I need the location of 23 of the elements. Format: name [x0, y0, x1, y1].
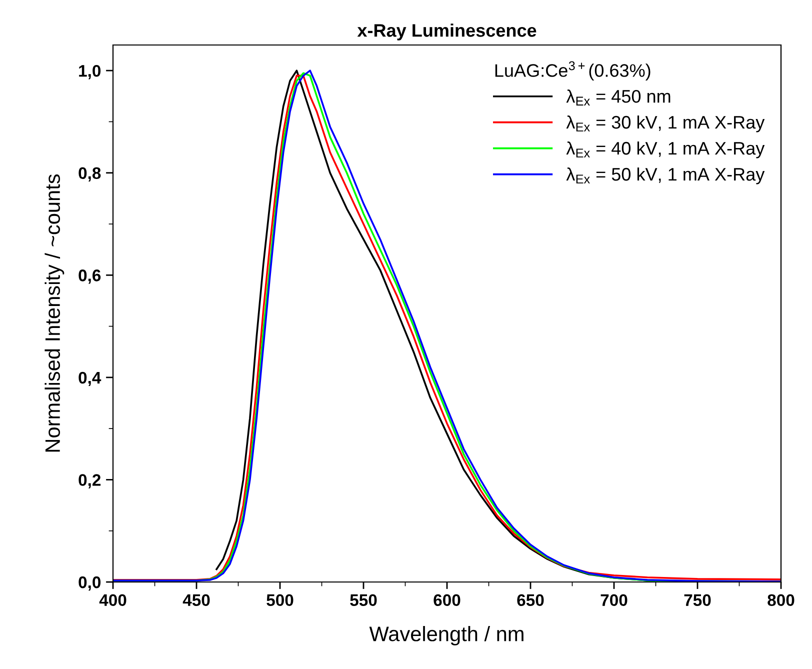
- x-tick-label: 500: [266, 594, 294, 606]
- x-axis-title: Wavelength / nm: [369, 626, 524, 646]
- y-tick-label: 0,0: [78, 576, 101, 591]
- legend-label: λ$_{Ex}$ = 40 kV, 1 mA X-Ray: [566, 141, 765, 158]
- y-tick-label: 0,4: [78, 372, 102, 386]
- x-tick-label: 400: [99, 594, 126, 606]
- x-tick-label: 450: [182, 594, 210, 606]
- y-tick-label: 1,0: [79, 64, 101, 80]
- x-tick-label: 600: [434, 594, 460, 606]
- x-tick-label: 800: [768, 594, 794, 606]
- y-tick-label: 0,6: [78, 270, 101, 284]
- x-tick-label: 650: [517, 594, 544, 606]
- x-tick-label: 550: [350, 594, 377, 606]
- x-tick-label: 700: [600, 594, 628, 606]
- y-tick-label: 0,8: [78, 167, 101, 182]
- y-tick-label: 0,2: [78, 474, 101, 488]
- x-tick-label: 750: [684, 594, 711, 606]
- legend-label: λ$_{Ex}$ = 50 kV, 1 mA X-Ray: [566, 167, 765, 184]
- legend-title: LuAG:Ce$^{3+}$(0.63%): [495, 61, 650, 80]
- legend-label: λ$_{Ex}$ = 30 kV, 1 mA X-Ray: [566, 115, 765, 132]
- chart-title: x-Ray Luminescence: [357, 24, 536, 40]
- y-axis-title: Normalised Intensity / ~counts: [44, 174, 64, 452]
- legend-label: λ$_{Ex}$ = 450 nm: [566, 90, 670, 106]
